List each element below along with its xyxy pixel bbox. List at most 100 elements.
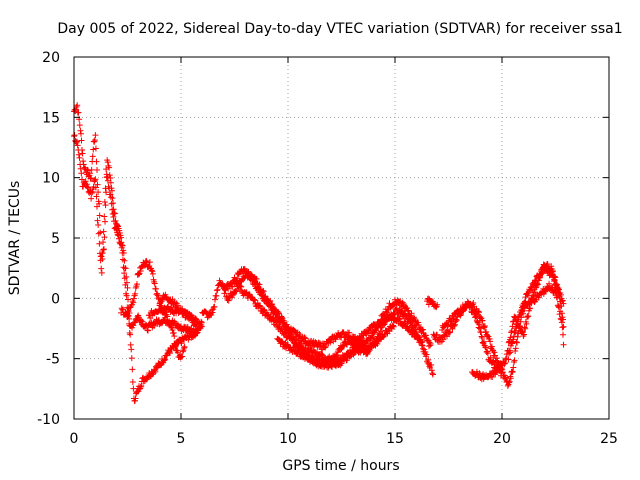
data-point	[95, 230, 102, 237]
data-point	[404, 307, 411, 314]
data-point	[467, 301, 474, 308]
data-point	[194, 325, 201, 332]
data-point	[395, 315, 402, 322]
data-point	[368, 334, 375, 341]
data-point	[427, 342, 434, 349]
data-point	[303, 350, 310, 357]
data-point	[514, 320, 521, 327]
data-point	[402, 320, 409, 327]
data-point	[83, 181, 90, 188]
data-point	[377, 334, 384, 341]
x-axis-label: GPS time / hours	[282, 458, 399, 474]
data-point	[118, 239, 125, 246]
data-point	[74, 142, 81, 149]
data-point	[253, 275, 260, 282]
data-point	[128, 355, 135, 362]
data-point	[444, 322, 451, 329]
data-point	[520, 332, 527, 339]
data-point	[98, 253, 105, 260]
data-point	[76, 122, 83, 129]
data-point	[535, 294, 542, 301]
data-point	[420, 345, 427, 352]
data-point	[230, 291, 237, 298]
data-point	[120, 250, 127, 257]
data-point	[134, 313, 141, 320]
data-point	[453, 317, 460, 324]
data-point	[488, 343, 495, 350]
data-point	[483, 328, 490, 335]
data-point	[515, 316, 522, 323]
data-point	[510, 359, 517, 366]
data-point	[181, 343, 188, 350]
data-point	[497, 372, 504, 379]
data-point	[487, 338, 494, 345]
data-point	[560, 341, 567, 348]
data-point	[130, 322, 137, 329]
data-point	[193, 320, 200, 327]
y-tick-label: 0	[51, 291, 60, 307]
data-point	[80, 158, 87, 165]
data-point	[75, 109, 82, 116]
data-point	[171, 333, 178, 340]
data-point	[557, 291, 564, 298]
data-point	[111, 218, 118, 225]
data-point	[440, 336, 447, 343]
data-point	[479, 334, 486, 341]
data-point	[231, 274, 238, 281]
data-point	[129, 366, 136, 373]
data-point	[108, 200, 115, 207]
data-point	[221, 290, 228, 297]
data-point	[522, 325, 529, 332]
data-point	[101, 234, 108, 241]
data-point	[551, 277, 558, 284]
data-point	[511, 357, 518, 364]
data-point	[130, 295, 137, 302]
data-point	[77, 127, 84, 134]
data-point	[119, 242, 126, 249]
data-point	[507, 375, 514, 382]
data-point	[428, 362, 435, 369]
data-point	[273, 311, 280, 318]
x-tick-label: 20	[493, 431, 511, 447]
data-point	[137, 383, 144, 390]
data-point	[168, 324, 175, 331]
data-point	[172, 343, 179, 350]
y-tick-label: 20	[42, 50, 60, 66]
data-point	[85, 184, 92, 191]
data-point	[506, 379, 513, 386]
data-point	[505, 356, 512, 363]
data-point	[508, 339, 515, 346]
data-point	[429, 370, 436, 377]
data-point	[481, 323, 488, 330]
data-point	[82, 178, 89, 185]
data-point	[133, 281, 140, 288]
data-point	[262, 293, 269, 300]
data-point	[521, 324, 528, 331]
data-point	[174, 302, 181, 309]
data-point	[255, 284, 262, 291]
data-point	[475, 324, 482, 331]
data-point	[135, 271, 142, 278]
data-point	[492, 371, 499, 378]
data-point	[123, 292, 130, 299]
data-point	[132, 290, 139, 297]
data-point	[559, 331, 566, 338]
data-point	[163, 293, 170, 300]
data-point	[114, 231, 121, 238]
x-tick-label: 10	[279, 431, 297, 447]
data-point	[179, 353, 186, 360]
data-point	[476, 370, 483, 377]
data-point	[190, 317, 197, 324]
data-point	[167, 320, 174, 327]
data-point	[94, 217, 101, 224]
data-point	[290, 344, 297, 351]
data-point	[405, 308, 412, 315]
x-tick-label: 25	[600, 431, 618, 447]
data-point	[119, 256, 126, 263]
data-point	[498, 370, 505, 377]
data-point	[378, 328, 385, 335]
data-point	[528, 300, 535, 307]
data-point	[271, 307, 278, 314]
data-point	[520, 303, 527, 310]
data-point	[130, 299, 137, 306]
